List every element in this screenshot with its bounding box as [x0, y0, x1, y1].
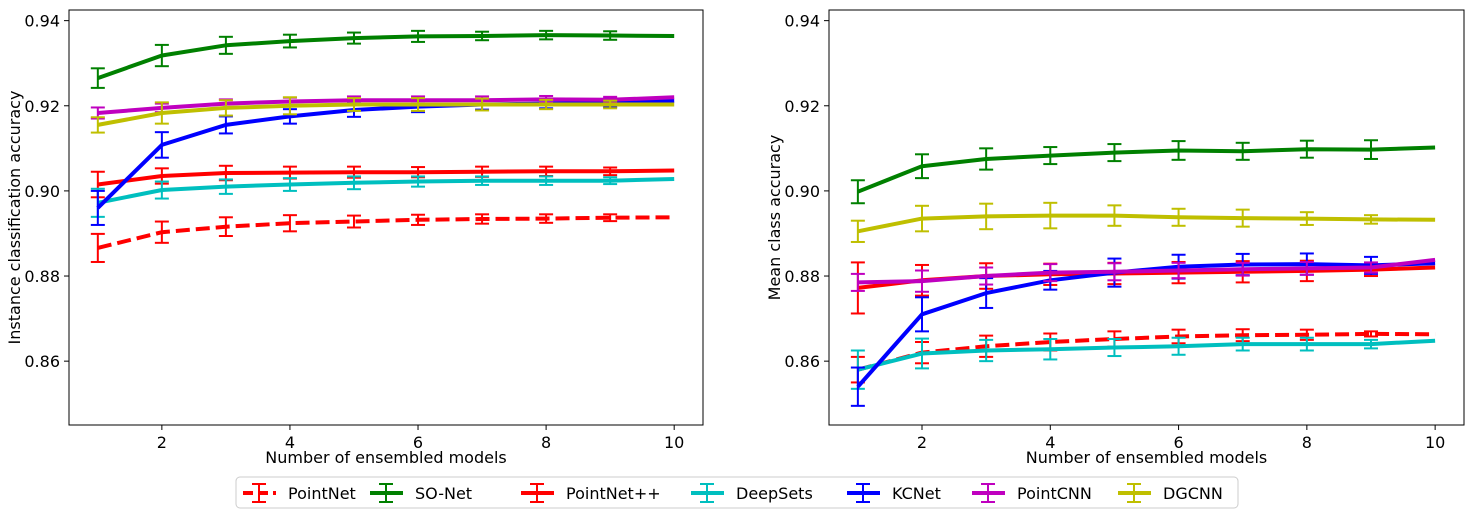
series-pointcnn: [850, 257, 1436, 293]
series-pointnet: [90, 213, 675, 263]
series-dgcnn: [850, 201, 1436, 243]
plot-frame: [68, 9, 704, 426]
x-tick-label: 10: [664, 433, 684, 452]
series-line: [857, 145, 1436, 194]
series-line: [97, 33, 675, 80]
x-axis-label: Number of ensembled models: [1026, 448, 1267, 467]
x-tick-label: 8: [1302, 433, 1312, 452]
x-tick-label: 2: [157, 433, 167, 452]
series-so-net: [850, 139, 1436, 205]
x-tick-label: 10: [1425, 433, 1445, 452]
y-tick-label: 0.94: [24, 12, 60, 31]
y-tick-label: 0.86: [24, 352, 60, 371]
x-tick-label: 4: [1045, 433, 1055, 452]
series-line: [97, 215, 675, 250]
y-tick-label: 0.94: [784, 12, 820, 31]
x-tick-label: 2: [917, 433, 927, 452]
y-tick-label: 0.92: [24, 97, 60, 116]
series-so-net: [90, 29, 675, 89]
legend-label: DGCNN: [1163, 484, 1223, 503]
legend-label: PointNet: [288, 484, 356, 503]
series-kcnet: [850, 252, 1436, 407]
series-pointnet: [850, 328, 1436, 384]
y-axis-label: Mean class accuracy: [765, 135, 784, 301]
legend-label: SO-Net: [415, 484, 472, 503]
series-dgcnn: [90, 96, 675, 134]
plot-frame: [828, 9, 1465, 426]
series-line: [857, 331, 1436, 372]
x-tick-label: 6: [413, 433, 423, 452]
x-tick-label: 6: [1173, 433, 1183, 452]
x-tick-label: 8: [541, 433, 551, 452]
series-line: [96, 98, 675, 210]
legend-entry: KCNet: [847, 483, 941, 503]
legend-entry: PointCNN: [972, 483, 1092, 503]
legend-entry: PointNet: [243, 483, 356, 503]
y-tick-label: 0.92: [784, 97, 820, 116]
y-axis-label: Instance classification accuracy: [5, 91, 24, 345]
left-chart-panel: 2 4 6 8 10 0.86 0.88 0.90 0.92 0.94 Number of ense…: [5, 9, 704, 467]
y-tick-label: 0.90: [784, 182, 820, 201]
series-kcnet: [90, 97, 675, 226]
legend-label: PointCNN: [1017, 484, 1092, 503]
right-chart-panel: 2 4 6 8 10 0.86 0.88 0.90 0.92 0.94 Number of ense…: [765, 9, 1465, 467]
x-axis-label: Number of ensembled models: [265, 448, 506, 467]
y-tick-label: 0.86: [784, 352, 820, 371]
series-line: [97, 102, 675, 127]
legend-label: DeepSets: [736, 484, 813, 503]
series-line: [857, 338, 1436, 372]
legend-label: KCNet: [892, 484, 941, 503]
legend-entry: DGCNN: [1118, 483, 1223, 503]
legend-entry: SO-Net: [370, 483, 472, 503]
x-tick-label: 4: [285, 433, 295, 452]
legend-entry: DeepSets: [691, 483, 813, 503]
legend: PointNet SO-Net PointNet++ DeepSets KCNet Poi…: [235, 476, 1239, 509]
y-tick-label: 0.88: [24, 267, 60, 286]
series-line: [97, 95, 675, 115]
series-line: [857, 257, 1436, 285]
series-line: [97, 168, 675, 187]
series-line: [97, 177, 675, 205]
legend-entry: PointNet++: [521, 483, 661, 503]
series-line: [856, 261, 1436, 389]
series-deepsets: [90, 175, 675, 218]
y-tick-label: 0.90: [24, 182, 60, 201]
series-deepsets: [850, 336, 1436, 390]
series-line: [857, 213, 1436, 234]
legend-label: PointNet++: [566, 484, 661, 503]
y-tick-label: 0.88: [784, 267, 820, 286]
